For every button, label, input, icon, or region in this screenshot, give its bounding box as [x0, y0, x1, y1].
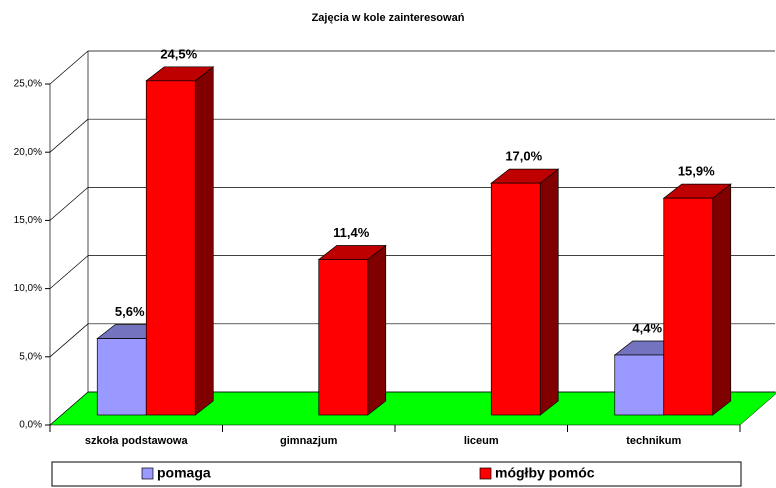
y-tick-label: 0,0%: [19, 420, 42, 431]
legend-swatch: [479, 467, 492, 480]
data-label: 4,4%: [632, 320, 662, 335]
data-label: 17,0%: [505, 149, 542, 164]
x-tick-label: szkoła podstawowa: [85, 435, 189, 447]
grid-line: [49, 118, 89, 153]
bar-side: [539, 168, 559, 416]
bar: [145, 80, 196, 416]
y-tick-label: 5,0%: [19, 351, 42, 362]
grid-line: [49, 50, 89, 85]
grid-line: [49, 391, 89, 426]
x-tick-label: gimnazjum: [280, 435, 338, 447]
bar: [490, 182, 541, 416]
bar: [318, 259, 369, 416]
data-label: 24,5%: [160, 46, 197, 61]
x-tick-label: technikum: [626, 435, 681, 447]
legend-swatch: [141, 467, 154, 480]
bar-side: [712, 183, 732, 416]
bar: [614, 354, 665, 416]
y-tick-label: 15,0%: [14, 215, 42, 226]
y-tick-label: 10,0%: [14, 283, 42, 294]
grid-line: [49, 255, 89, 289]
grid-line: [49, 323, 89, 358]
legend-box: [51, 461, 742, 487]
data-label: 5,6%: [115, 304, 145, 319]
data-label: 11,4%: [333, 225, 370, 240]
y-tick-label: 20,0%: [14, 147, 42, 158]
bar-side: [194, 66, 214, 416]
bar: [96, 338, 147, 416]
x-tick-label: liceum: [464, 435, 499, 447]
data-label: 15,9%: [678, 164, 715, 179]
chart-title: Zajęcia w kole zainteresowań: [312, 12, 465, 24]
bar-side: [367, 244, 387, 416]
legend-label: mógłby pomóc: [495, 465, 595, 481]
bar: [663, 197, 714, 416]
grid-line: [49, 187, 89, 221]
y-tick-label: 25,0%: [14, 79, 42, 90]
legend-label: pomaga: [157, 465, 211, 481]
